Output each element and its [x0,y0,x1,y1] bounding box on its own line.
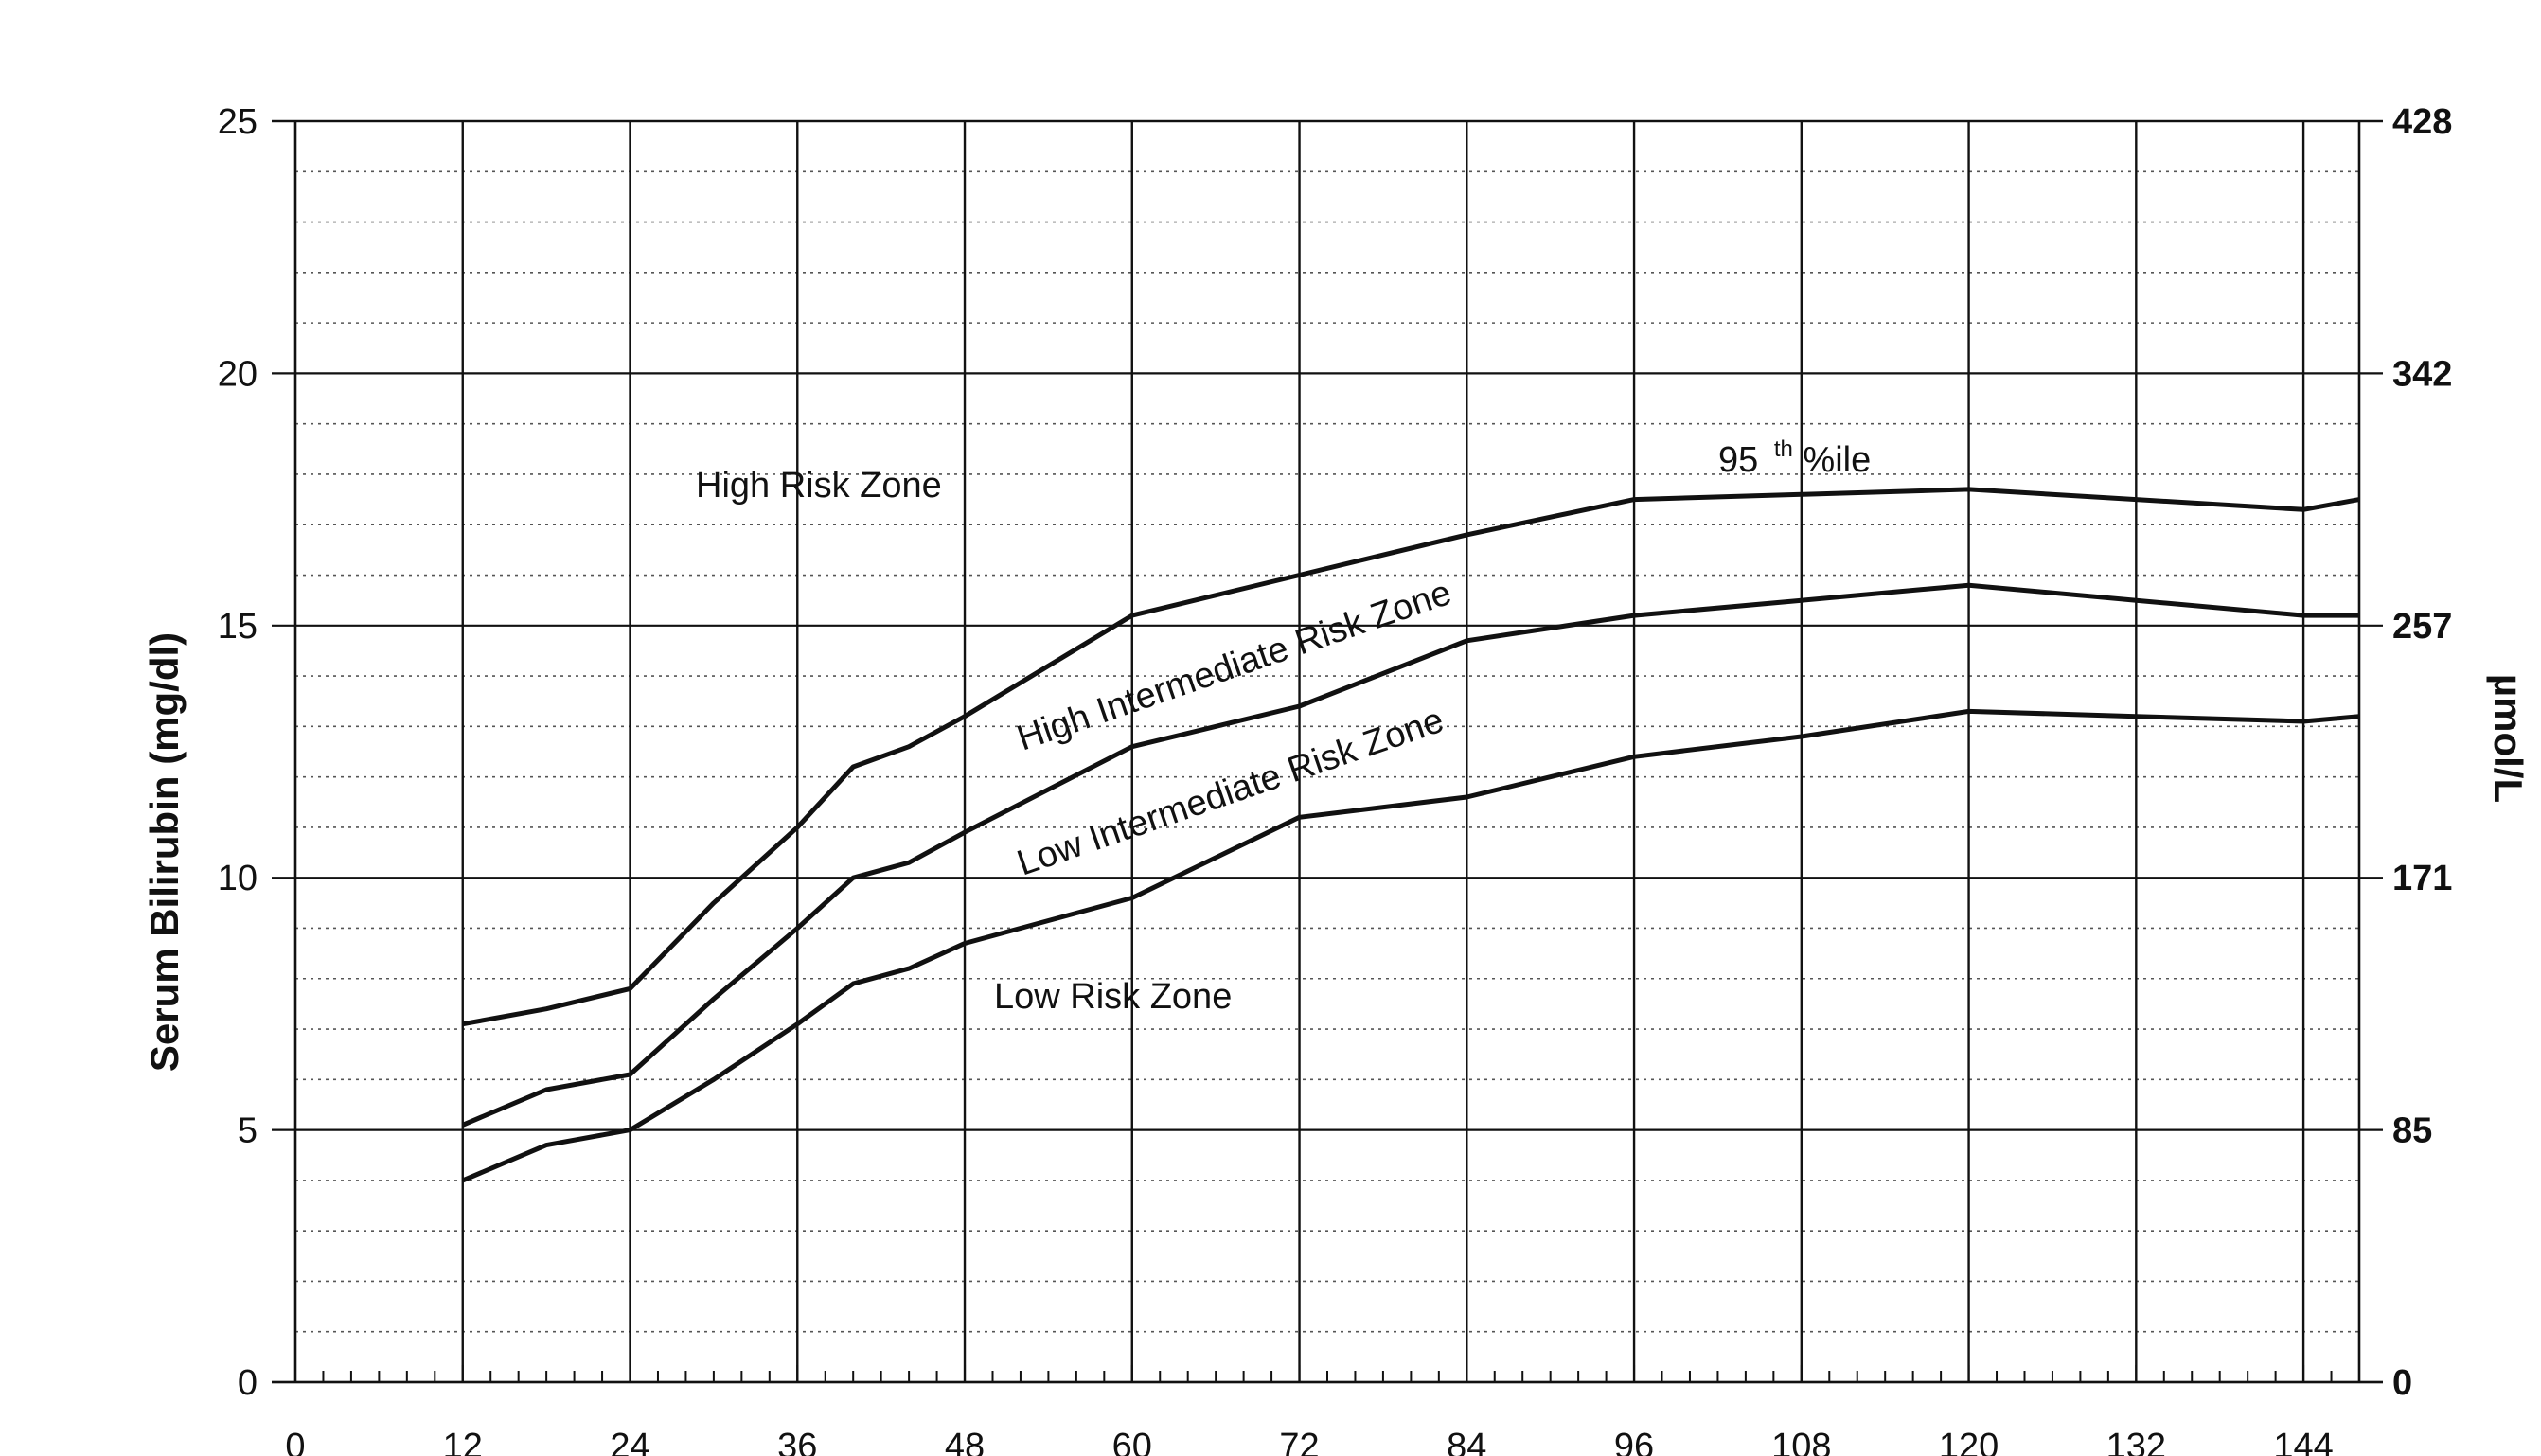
x-tick-label: 96 [1614,1427,1654,1456]
y-tick-label: 5 [238,1111,258,1151]
x-tick-label: 12 [443,1427,483,1456]
y-tick-label: 20 [218,354,258,394]
p95-label-suffix: %ile [1803,440,1871,480]
y2-axis-label: µmol/L [2486,674,2531,803]
p95-label: 95 th %ile [1718,425,1871,480]
high-risk-zone-label: High Risk Zone [696,466,942,506]
x-tick-label: 72 [1279,1427,1319,1456]
y2-tick-label: 0 [2392,1363,2412,1403]
percentile-curve-1 [462,487,2360,1027]
y2-tick-label: 342 [2392,354,2452,394]
percentile-curve-3 [461,708,2360,1183]
percentile-curve-2 [461,582,2359,1128]
x-tick-label: 0 [285,1427,305,1456]
p95-label-superscript: th [1774,436,1793,462]
y2-tick-label: 171 [2392,859,2452,898]
x-tick-label: 24 [610,1427,649,1456]
x-tick-label: 120 [1939,1427,1999,1456]
axes [272,119,2383,1384]
y-tick-label: 0 [238,1363,258,1403]
y-tick-label: 15 [218,607,258,647]
y2-tick-label: 257 [2392,607,2452,647]
y-tick-label: 10 [218,859,258,898]
x-tick-label: 84 [1447,1427,1486,1456]
x-tick-label: 132 [2106,1427,2166,1456]
x-tick-label: 144 [2273,1427,2333,1456]
x-tick-label: 48 [945,1427,985,1456]
p95-label-number: 95 [1718,440,1758,480]
x-tick-label: 108 [1771,1427,1831,1456]
tick-labels: 0 12 24 36 48 60 72 84 96 108 120 132 144 0 5 10 15 20 25 0… [218,102,2453,1456]
y-axis-label: Serum Bilirubin (mg/dl) [142,632,187,1072]
y-tick-label: 25 [218,102,258,142]
y2-tick-label: 85 [2392,1111,2432,1151]
y2-tick-label: 428 [2392,102,2452,142]
x-tick-label: 60 [1112,1427,1152,1456]
percentile-curves [461,487,2360,1183]
x-tick-label: 36 [777,1427,817,1456]
low-risk-zone-label: Low Risk Zone [994,977,1232,1017]
minor-grid [295,170,2359,1333]
